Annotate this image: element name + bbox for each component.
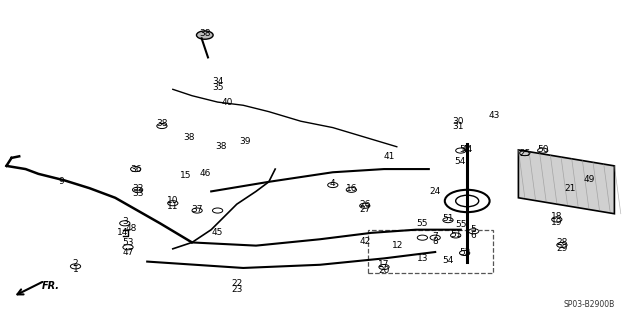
Text: 38: 38 [156, 119, 168, 128]
Text: 22: 22 [231, 279, 243, 288]
Text: 6: 6 [471, 231, 476, 240]
Text: 35: 35 [212, 83, 223, 92]
Text: 25: 25 [519, 149, 531, 158]
Text: 4: 4 [330, 179, 335, 188]
Text: 43: 43 [488, 111, 500, 120]
Circle shape [196, 31, 213, 39]
Text: 14: 14 [117, 228, 129, 237]
Text: 45: 45 [212, 228, 223, 237]
Text: 2: 2 [73, 259, 78, 268]
Text: 47: 47 [122, 248, 134, 256]
Text: 28: 28 [556, 238, 568, 247]
Text: 20: 20 [378, 266, 390, 275]
Text: 44: 44 [461, 145, 473, 154]
Text: 54: 54 [454, 157, 465, 166]
Text: 53: 53 [122, 238, 134, 247]
Text: 32: 32 [132, 184, 143, 193]
Text: 15: 15 [180, 171, 191, 180]
Text: 41: 41 [383, 152, 395, 161]
Text: 23: 23 [231, 285, 243, 294]
Polygon shape [518, 150, 614, 214]
Text: 55: 55 [417, 219, 428, 228]
Text: 42: 42 [359, 237, 371, 246]
Text: 38: 38 [183, 133, 195, 142]
Text: 55: 55 [455, 220, 467, 229]
Text: 3: 3 [122, 217, 127, 226]
Text: 50: 50 [537, 145, 548, 154]
Text: 52: 52 [459, 145, 470, 154]
Text: 54: 54 [442, 256, 454, 265]
Text: 17: 17 [378, 260, 390, 269]
Text: 26: 26 [359, 200, 371, 209]
Text: 30: 30 [452, 117, 463, 126]
Text: 40: 40 [221, 98, 233, 107]
Text: 38: 38 [199, 29, 211, 38]
Text: 51: 51 [450, 230, 461, 239]
Text: 16: 16 [346, 184, 357, 193]
Text: 31: 31 [452, 122, 463, 131]
Text: 38: 38 [215, 142, 227, 151]
Text: 11: 11 [167, 202, 179, 211]
Bar [368, 230, 493, 273]
Text: 51: 51 [442, 214, 454, 223]
Text: 12: 12 [392, 241, 404, 250]
Text: 7: 7 [433, 232, 438, 241]
Text: 24: 24 [429, 187, 441, 196]
Text: 27: 27 [359, 205, 371, 214]
Text: 49: 49 [583, 175, 595, 184]
Text: 21: 21 [564, 184, 575, 193]
Text: 39: 39 [239, 137, 251, 146]
Text: 34: 34 [212, 77, 223, 86]
Text: 33: 33 [132, 189, 143, 198]
Text: 10: 10 [167, 197, 179, 205]
Text: 36: 36 [130, 165, 141, 174]
Text: 18: 18 [551, 212, 563, 221]
Text: 46: 46 [199, 169, 211, 178]
Text: 19: 19 [551, 218, 563, 227]
Text: 1: 1 [73, 265, 78, 274]
Text: 5: 5 [471, 225, 476, 234]
Text: 48: 48 [125, 224, 137, 233]
Text: 29: 29 [556, 244, 568, 253]
Text: 52: 52 [459, 248, 470, 256]
Text: SP03-B2900B: SP03-B2900B [563, 300, 614, 309]
Text: FR.: FR. [42, 281, 60, 291]
Text: 8: 8 [433, 237, 438, 246]
Text: 37: 37 [191, 205, 203, 214]
Text: 13: 13 [417, 254, 428, 263]
Text: 9: 9 [58, 177, 63, 186]
